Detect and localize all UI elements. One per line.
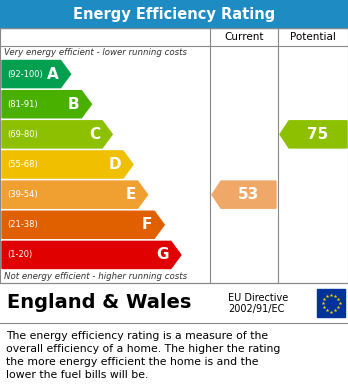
Bar xyxy=(317,289,345,317)
Text: Energy Efficiency Rating: Energy Efficiency Rating xyxy=(73,7,275,22)
Text: B: B xyxy=(68,97,79,112)
Text: (81-91): (81-91) xyxy=(7,100,38,109)
Polygon shape xyxy=(2,61,71,88)
Text: (39-54): (39-54) xyxy=(7,190,38,199)
Text: D: D xyxy=(109,157,121,172)
Text: (92-100): (92-100) xyxy=(7,70,43,79)
Text: (69-80): (69-80) xyxy=(7,130,38,139)
Text: 53: 53 xyxy=(238,187,259,202)
Text: lower the fuel bills will be.: lower the fuel bills will be. xyxy=(6,370,148,380)
Polygon shape xyxy=(2,151,133,178)
Text: England & Wales: England & Wales xyxy=(7,294,191,312)
Text: 2002/91/EC: 2002/91/EC xyxy=(228,304,284,314)
Bar xyxy=(0,0,348,28)
Bar xyxy=(0,28,348,283)
Text: G: G xyxy=(156,248,169,262)
Text: A: A xyxy=(47,66,59,82)
Text: F: F xyxy=(142,217,152,232)
Polygon shape xyxy=(212,181,276,208)
Text: E: E xyxy=(125,187,136,202)
Text: EU Directive: EU Directive xyxy=(228,293,288,303)
Text: The energy efficiency rating is a measure of the: The energy efficiency rating is a measur… xyxy=(6,331,268,341)
Text: Potential: Potential xyxy=(290,32,336,42)
Text: the more energy efficient the home is and the: the more energy efficient the home is an… xyxy=(6,357,259,367)
Polygon shape xyxy=(280,121,347,148)
Polygon shape xyxy=(2,181,148,208)
Polygon shape xyxy=(2,91,92,118)
Text: C: C xyxy=(89,127,100,142)
Text: 75: 75 xyxy=(307,127,329,142)
Polygon shape xyxy=(2,121,112,148)
Text: (1-20): (1-20) xyxy=(7,250,32,260)
Polygon shape xyxy=(2,241,181,269)
Text: (21-38): (21-38) xyxy=(7,220,38,229)
Polygon shape xyxy=(2,211,164,239)
Bar xyxy=(0,283,348,323)
Text: overall efficiency of a home. The higher the rating: overall efficiency of a home. The higher… xyxy=(6,344,280,354)
Text: Very energy efficient - lower running costs: Very energy efficient - lower running co… xyxy=(4,48,187,57)
Bar xyxy=(0,323,348,391)
Text: Current: Current xyxy=(224,32,264,42)
Text: Not energy efficient - higher running costs: Not energy efficient - higher running co… xyxy=(4,272,187,281)
Text: (55-68): (55-68) xyxy=(7,160,38,169)
